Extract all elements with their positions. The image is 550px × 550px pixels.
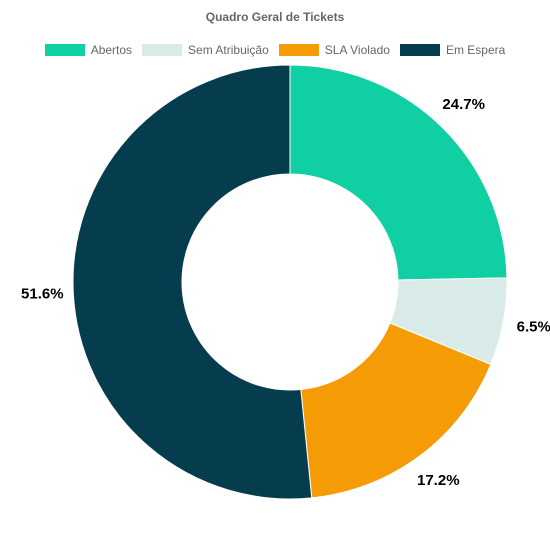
legend-label-abertos: Abertos <box>90 43 133 57</box>
slice-label-sla-violado: 17.2% <box>417 472 460 489</box>
legend-item-sla-violado[interactable]: SLA Violado <box>278 43 390 57</box>
legend-label-sem-atribuicao: Sem Atribuição <box>188 43 269 57</box>
legend-swatch-em-espera <box>399 44 440 56</box>
slices-group <box>72 64 508 500</box>
legend-item-em-espera[interactable]: Em Espera <box>399 43 506 57</box>
legend-swatch-sem-atribuicao <box>142 44 183 56</box>
slice-label-em-espera: 51.6% <box>21 285 64 302</box>
legend-swatch-abertos <box>44 44 85 56</box>
legend-item-abertos[interactable]: Abertos <box>44 43 133 57</box>
legend-item-sem-atribuicao[interactable]: Sem Atribuição <box>142 43 269 57</box>
legend-swatch-sla-violado <box>278 44 319 56</box>
slice-em-espera[interactable] <box>72 64 313 500</box>
slice-label-sem-atribuicao: 6.5% <box>517 319 550 336</box>
slice-abertos[interactable] <box>289 64 508 281</box>
chart-legend: Abertos Sem Atribuição SLA Violado Em Es… <box>0 43 550 57</box>
labels-group: 24.7% 6.5% 17.2% 51.6% <box>21 96 550 489</box>
legend-label-sla-violado: SLA Violado <box>324 43 390 57</box>
slice-sla-violado[interactable] <box>300 322 492 499</box>
legend-label-em-espera: Em Espera <box>445 43 506 57</box>
slice-label-abertos: 24.7% <box>442 96 485 113</box>
chart-title: Quadro Geral de Tickets <box>205 10 345 24</box>
